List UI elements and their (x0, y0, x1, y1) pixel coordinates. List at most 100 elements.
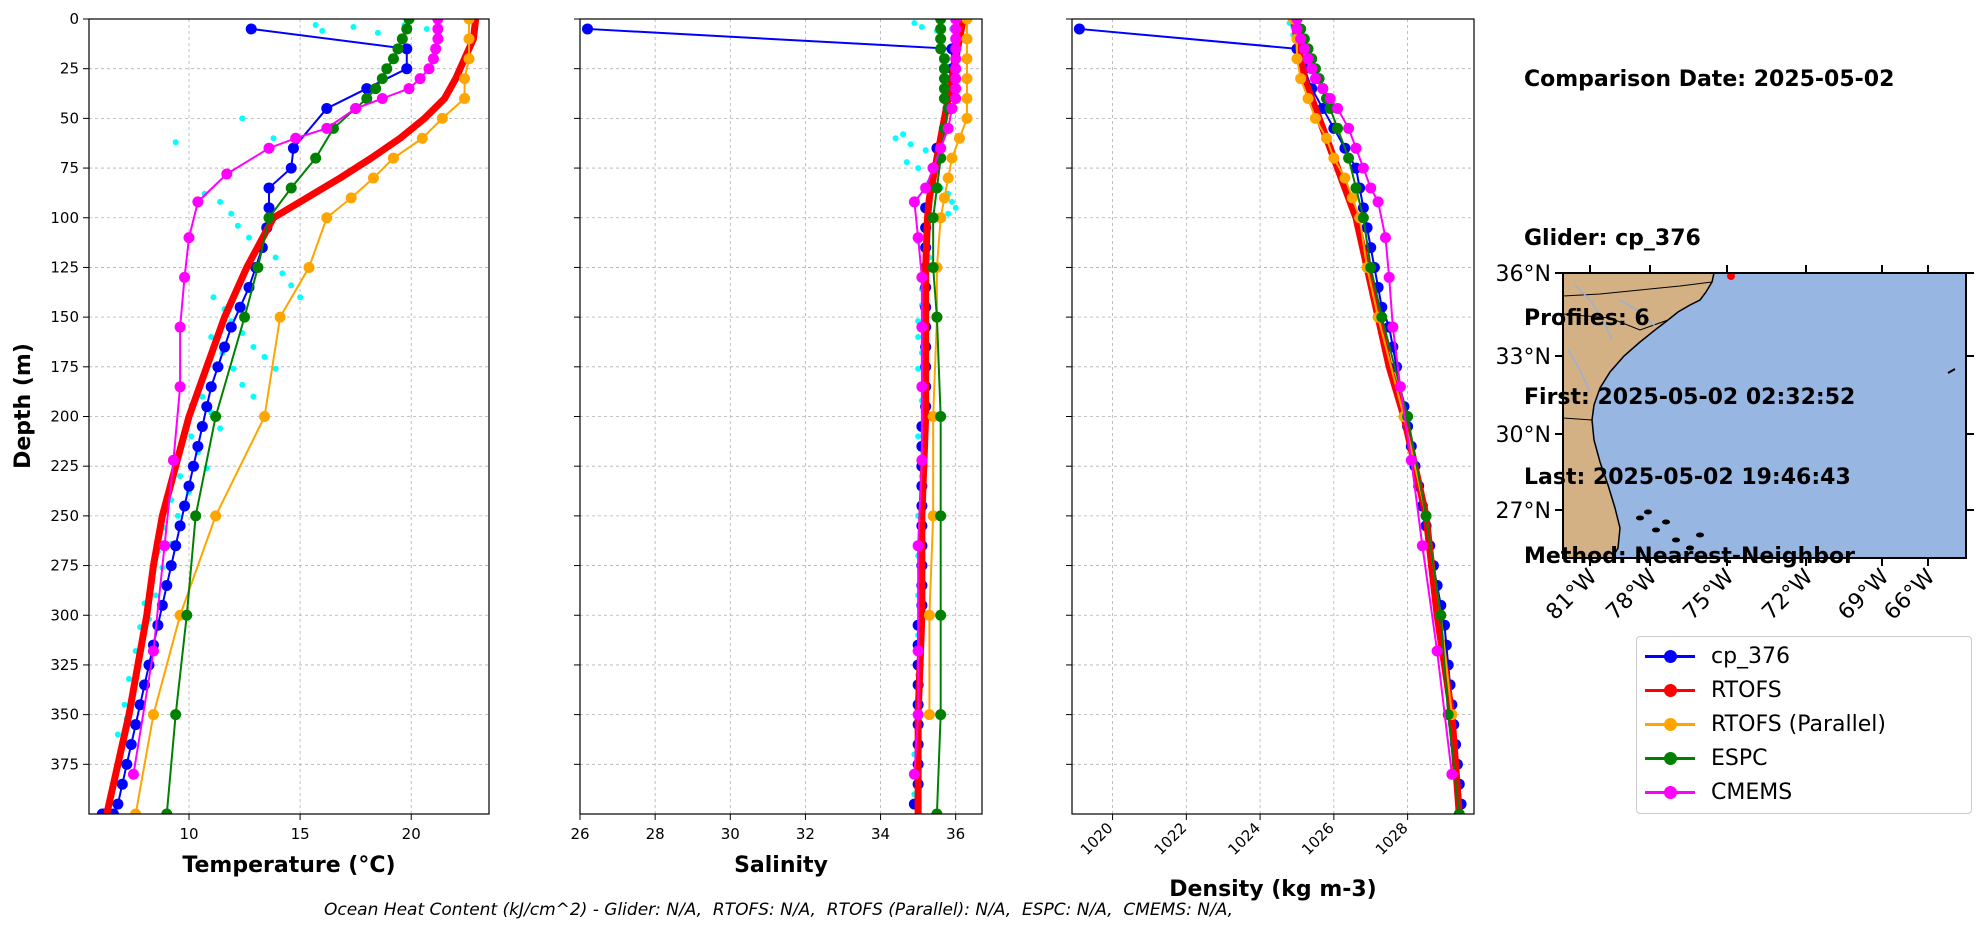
point-glider-profiles (210, 294, 217, 301)
point-cp-376 (234, 301, 246, 313)
point-glider-profiles (952, 204, 959, 211)
legend-label: CMEMS (1711, 779, 1793, 805)
point-rtofs-parallel- (463, 53, 475, 65)
point-rtofs-parallel- (1309, 112, 1321, 124)
point-glider-profiles (903, 159, 910, 166)
point-glider-profiles (239, 115, 246, 122)
point-cp-376 (219, 341, 231, 353)
point-glider-profiles (201, 190, 208, 197)
point-glider-profiles (126, 675, 132, 682)
point-cmems (920, 182, 932, 194)
first-time: First: 2025-05-02 02:32:52 (1524, 385, 1856, 410)
point-cmems (1446, 768, 1458, 780)
point-cp-376 (143, 659, 155, 671)
point-rtofs-parallel- (935, 212, 947, 224)
point-rtofs-parallel- (1295, 73, 1307, 85)
point-glider-profiles (907, 141, 914, 148)
point-cmems (159, 540, 171, 552)
point-espc (1420, 510, 1432, 522)
point-cmems (950, 33, 962, 45)
info-panel: Comparison Date: 2025-05-02 Glider: cp_3… (1524, 14, 1894, 597)
point-cmems (1405, 454, 1417, 466)
point-glider-profiles (312, 21, 319, 28)
point-rtofs-parallel- (1328, 152, 1340, 164)
point-cmems (1379, 232, 1391, 244)
point-glider-profiles (188, 433, 195, 440)
point-cmems (1324, 93, 1336, 104)
x-axis-label: Temperature (°C) (182, 853, 395, 878)
point-cp-376 (174, 520, 186, 532)
point-glider-profiles (228, 210, 235, 217)
point-espc (927, 261, 939, 273)
series-line-cmems (1295, 19, 1453, 775)
legend-label: cp_376 (1711, 643, 1791, 669)
point-glider-profiles (915, 433, 922, 440)
y-tick-label: 100 (50, 209, 79, 227)
point-espc (263, 212, 275, 224)
island (1672, 537, 1680, 543)
density-panel: 1020 1022 1024 1026 1028 Density (kg m-3) (1066, 18, 1475, 902)
point-espc (387, 53, 399, 65)
point-espc (935, 19, 947, 25)
point-cp-376 (187, 460, 199, 472)
point-glider-profiles (246, 234, 252, 241)
point-cp-376 (134, 699, 146, 711)
point-espc (1435, 609, 1447, 621)
point-cmems (950, 53, 962, 65)
point-espc (210, 411, 222, 422)
point-cmems (1365, 182, 1377, 194)
point-cmems (376, 93, 388, 104)
point-espc (935, 510, 947, 522)
point-glider-profiles (208, 334, 215, 340)
point-glider-profiles (217, 425, 224, 432)
point-cp-376 (170, 540, 182, 552)
point-cp-376 (285, 162, 297, 174)
point-cmems (432, 33, 444, 45)
point-espc (931, 182, 943, 194)
lat-tick-label: 27°N (1496, 499, 1551, 524)
point-glider-profiles (288, 282, 295, 289)
island (1686, 545, 1694, 551)
x-tick-label: 15 (291, 825, 310, 843)
point-espc (927, 212, 939, 224)
point-glider-profiles (911, 19, 918, 26)
point-glider-profiles (319, 27, 326, 34)
island (1644, 509, 1652, 515)
point-rtofs-parallel- (961, 112, 973, 124)
point-cmems (321, 122, 333, 134)
point-rtofs-parallel- (961, 73, 973, 85)
point-cmems (942, 122, 954, 134)
point-cmems (423, 63, 435, 75)
point-rtofs-parallel- (961, 19, 973, 25)
point-cp-376 (1361, 222, 1373, 234)
point-rtofs-parallel- (210, 510, 222, 522)
point-glider-profiles (915, 334, 922, 340)
point-espc (1357, 212, 1369, 224)
legend-swatch (1645, 649, 1695, 663)
point-glider-profiles (945, 210, 952, 217)
point-rtofs-parallel- (463, 19, 475, 25)
point-cmems (1298, 43, 1310, 55)
point-espc (938, 73, 950, 85)
legend: cp_376 RTOFS RTOFS (Parallel) ESPC CMEMS (1636, 636, 1972, 814)
point-cmems (916, 454, 928, 466)
point-espc (935, 609, 947, 621)
point-espc (931, 311, 943, 323)
point-espc (285, 182, 297, 194)
point-rtofs-parallel- (459, 93, 471, 104)
point-espc (1350, 182, 1362, 194)
point-rtofs-parallel- (259, 411, 271, 422)
bermuda (1947, 368, 1956, 374)
point-cmems (192, 196, 204, 208)
y-tick-label: 200 (50, 408, 79, 426)
point-rtofs-parallel- (923, 709, 935, 721)
lat-tick-label: 33°N (1496, 345, 1551, 370)
axes-frame (1071, 18, 1475, 815)
legend-item-espc: ESPC (1645, 743, 1768, 773)
point-rtofs-parallel- (321, 212, 333, 224)
series-line-cmems (132, 19, 439, 775)
x-tick-label: 30 (721, 825, 740, 843)
point-cmems (350, 102, 362, 114)
point-glider-profiles (177, 473, 184, 480)
